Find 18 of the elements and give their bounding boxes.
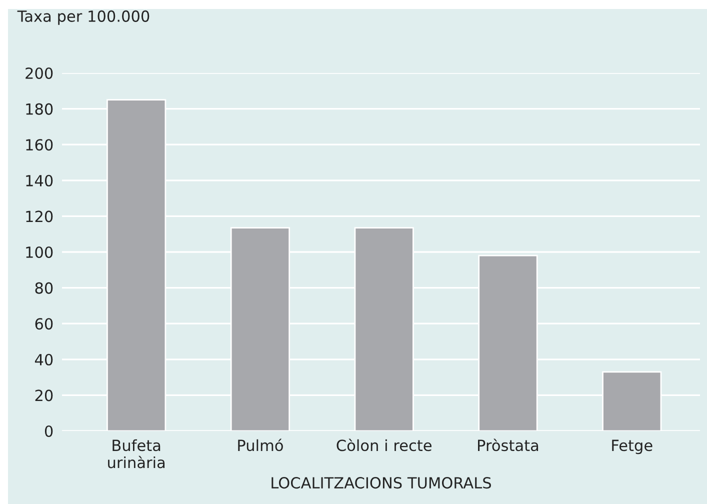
x-tick-label: Pròstata: [478, 438, 538, 452]
x-tick-label: Còlon i recte: [336, 438, 432, 452]
y-tick-label: 20: [35, 390, 53, 402]
y-tick-label: 0: [44, 425, 53, 438]
x-tick-label: Pulmó: [238, 438, 283, 452]
y-tick-label: 200: [26, 67, 53, 80]
y-tick-label: 100: [26, 246, 53, 258]
y-tick-label: 40: [34, 354, 53, 366]
x-tick-label: Bufeta urinària: [108, 439, 165, 468]
y-tick-label: 140: [26, 174, 53, 186]
x-axis-title: LOCALITZACIONS TUMORALS: [272, 477, 491, 489]
y-tick-label: 120: [26, 210, 53, 222]
y-tick-label: 180: [26, 103, 53, 115]
y-tick-label: 80: [35, 282, 53, 294]
y-axis-title: Taxa per 100.000: [17, 10, 150, 25]
x-tick-label: Fetge: [612, 440, 652, 454]
y-tick-label: 160: [26, 139, 53, 151]
y-tick-label: 60: [35, 318, 53, 330]
